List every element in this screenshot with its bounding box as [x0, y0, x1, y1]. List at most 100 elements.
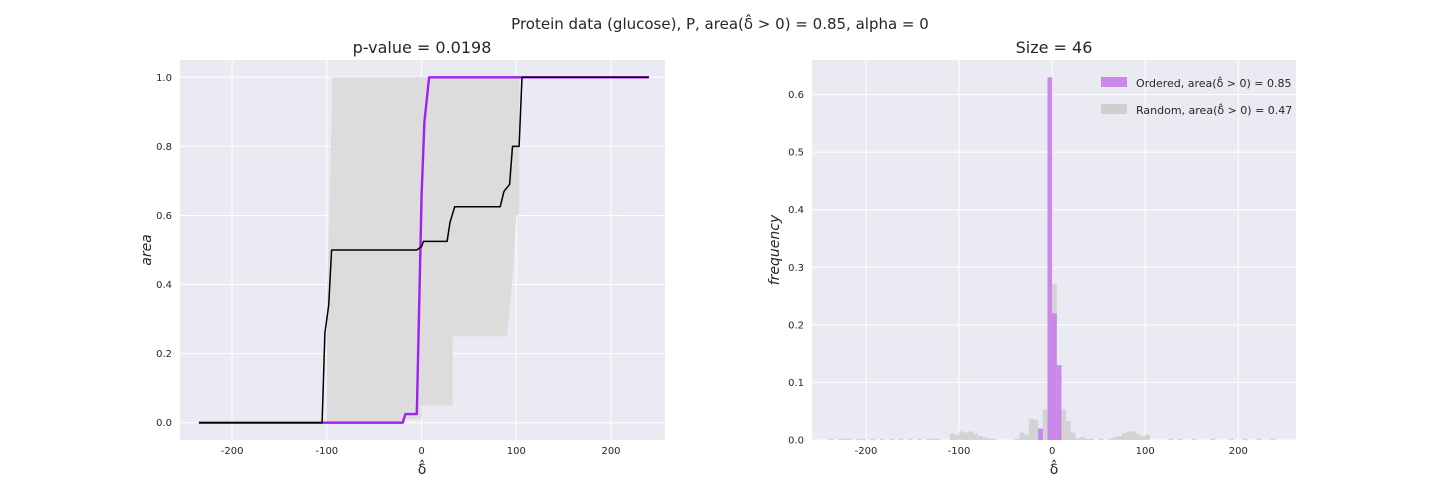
legend-swatch-ordered [1101, 77, 1127, 87]
x-tick-label: 0 [418, 446, 424, 457]
random-histogram-bar [1242, 438, 1248, 440]
random-histogram-bar [949, 433, 955, 440]
random-histogram-bar [982, 437, 987, 440]
random-histogram-bar [879, 438, 885, 440]
x-tick-label: -100 [948, 446, 971, 457]
random-histogram-bar [907, 438, 913, 440]
random-histogram-bar [1270, 438, 1276, 440]
random-histogram-bar [1028, 418, 1034, 440]
random-histogram-bar [847, 438, 853, 440]
random-histogram-bar [1229, 438, 1234, 440]
random-histogram-bar [987, 438, 992, 440]
ordered-area-line [198, 76, 649, 424]
random-histogram-bar [935, 438, 941, 440]
left-x-tick-labels: -200 -100 0 100 200 [221, 446, 621, 457]
right-y-tick-labels: 0.0 0.1 0.2 0.3 0.4 0.5 0.6 [788, 90, 804, 446]
random-histogram-bar [1121, 433, 1127, 440]
x-tick-label: 200 [1229, 446, 1248, 457]
random-histogram-bar [1210, 438, 1216, 440]
random-histogram-bar [954, 434, 960, 440]
random-histogram-bar [991, 438, 997, 440]
y-tick-label: 0.2 [788, 320, 804, 331]
random-histogram-bar [959, 431, 964, 440]
random-histogram-bar [1098, 438, 1104, 440]
y-tick-label: 0.6 [788, 90, 804, 101]
right-x-axis-label: δ̂ [1050, 459, 1059, 478]
random-histogram-bar [1070, 432, 1076, 440]
y-tick-label: 0.4 [156, 280, 172, 291]
random-histogram-bar [1084, 438, 1090, 440]
random-histogram-bar [1256, 438, 1262, 440]
left-y-tick-labels: 0.0 0.2 0.4 0.6 0.8 1.0 [156, 73, 172, 429]
random-histogram-bar [889, 438, 894, 440]
right-plot-title: Size = 46 [1016, 38, 1093, 57]
random-histogram-bar [1019, 432, 1025, 440]
random-histogram-bar [1014, 438, 1020, 440]
random-histogram-bar [1033, 419, 1039, 440]
random-histogram-bar [963, 432, 969, 440]
random-histogram-bar [1177, 438, 1183, 440]
figure-suptitle: Protein data (glucose), P, area(δ̂ > 0) … [511, 13, 929, 33]
left-confidence-band [326, 77, 523, 423]
y-tick-label: 0.8 [156, 142, 172, 153]
y-tick-label: 0.1 [788, 378, 804, 389]
random-area-line [198, 76, 649, 424]
random-histogram-bar [1075, 438, 1081, 440]
random-histogram-bar [1066, 421, 1071, 440]
ordered-histogram-bar [1038, 428, 1043, 440]
y-tick-label: 0.2 [156, 349, 172, 360]
random-histogram-bar [1191, 438, 1197, 440]
x-tick-label: 0 [1049, 446, 1055, 457]
x-tick-label: -200 [855, 446, 878, 457]
y-tick-label: 0.0 [156, 418, 172, 429]
random-histogram-bar [973, 433, 978, 440]
random-histogram-bar [1042, 409, 1048, 440]
left-panel: -200 -100 0 100 200 0.0 0.2 0.4 0.6 0.8 1.0 p-val… [139, 38, 665, 478]
y-tick-label: 0.4 [788, 205, 804, 216]
random-histogram-bar [1024, 434, 1029, 440]
x-tick-label: -200 [221, 446, 244, 457]
right-y-axis-label: frequency [767, 214, 783, 285]
right-panel: -200 -100 0 100 200 0.0 0.1 0.2 0.3 0.4 0.5 0.6 Si… [767, 38, 1296, 478]
random-histogram-bar [898, 438, 904, 440]
random-histogram-bar [1061, 409, 1067, 440]
random-histogram-bar [1168, 438, 1174, 440]
ordered-histogram-bar [1052, 313, 1057, 440]
random-histogram-bar [856, 438, 862, 440]
y-tick-label: 0.6 [156, 211, 172, 222]
y-tick-label: 0.3 [788, 263, 804, 274]
right-legend: Ordered, area(δ̂ > 0) = 0.85 Random, are… [1101, 76, 1292, 117]
random-histogram-bar [1145, 434, 1150, 440]
legend-label-random: Random, area(δ̂ > 0) = 0.47 [1136, 103, 1292, 117]
random-histogram-bar [1117, 436, 1122, 440]
random-histogram-bar [931, 438, 936, 440]
random-histogram-bar [968, 431, 974, 440]
x-tick-label: 100 [507, 446, 526, 457]
random-histogram-bar [1080, 437, 1085, 440]
random-histogram-bar [870, 438, 876, 440]
x-tick-label: -100 [315, 446, 338, 457]
right-histogram-bars [828, 77, 1276, 441]
y-tick-label: 0.5 [788, 148, 804, 159]
random-histogram-bar [1126, 431, 1132, 440]
random-histogram-bar [917, 438, 922, 440]
random-histogram-bar [1089, 438, 1095, 440]
random-histogram-bar [1108, 438, 1113, 440]
left-plot-title: p-value = 0.0198 [353, 38, 492, 57]
random-histogram-bar [1140, 436, 1146, 440]
ordered-histogram-bar [1047, 77, 1053, 441]
ordered-histogram-bar [1056, 365, 1062, 440]
random-histogram-bar [926, 438, 932, 440]
random-histogram-bar [861, 438, 866, 440]
random-histogram-bar [828, 438, 834, 440]
random-histogram-bar [1112, 437, 1118, 440]
left-y-axis-label: area [139, 234, 155, 266]
legend-swatch-random [1101, 104, 1127, 114]
left-x-axis-label: δ̂ [418, 459, 427, 478]
right-x-tick-labels: -200 -100 0 100 200 [855, 446, 1248, 457]
x-tick-label: 100 [1136, 446, 1155, 457]
random-histogram-bar [1131, 431, 1136, 440]
left-series-lines [198, 76, 649, 424]
random-histogram-bar [977, 436, 983, 440]
